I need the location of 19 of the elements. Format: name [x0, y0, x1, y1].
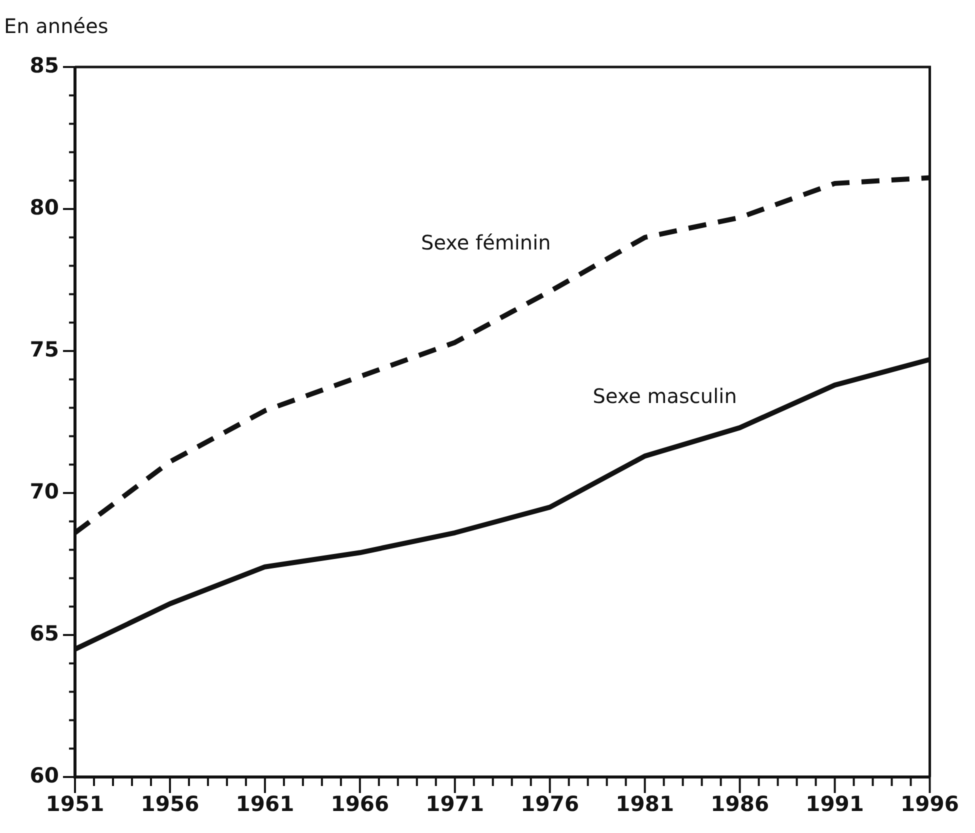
- x-tick-label: 1976: [520, 792, 580, 816]
- y-tick-label: 75: [30, 337, 59, 362]
- x-tick-label: 1951: [46, 792, 104, 816]
- x-tick-label: 1966: [330, 792, 390, 816]
- series-label: Sexe masculin: [592, 384, 737, 408]
- y-tick-label: 60: [30, 763, 59, 788]
- x-tick-label: 1996: [900, 792, 960, 816]
- x-tick-label: 1986: [710, 792, 770, 816]
- y-axis-title: En années: [4, 14, 108, 38]
- y-tick-label: 85: [30, 53, 59, 78]
- y-tick-label: 80: [30, 195, 59, 220]
- y-tick-label: 70: [30, 479, 59, 504]
- x-tick-label: 1961: [236, 792, 294, 816]
- y-tick-label: 65: [30, 621, 59, 646]
- series-label: Sexe féminin: [420, 230, 551, 255]
- x-tick-label: 1981: [616, 792, 674, 816]
- x-tick-label: 1971: [426, 792, 484, 816]
- x-tick-label: 1991: [806, 792, 864, 816]
- x-tick-label: 1956: [140, 792, 200, 816]
